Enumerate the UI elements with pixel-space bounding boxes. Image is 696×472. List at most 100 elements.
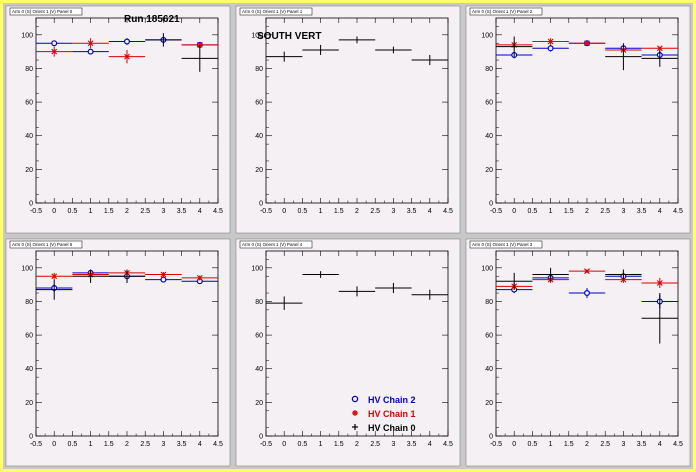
x-tick-label: 0	[52, 208, 56, 215]
data-point-chain0	[266, 296, 303, 310]
x-tick-label: 4	[198, 441, 202, 448]
pad-background	[235, 5, 461, 234]
y-tick-label: 20	[255, 400, 263, 407]
x-tick-label: 3.5	[637, 441, 647, 448]
y-tick-label: 20	[485, 167, 493, 174]
pads-group: Arm 0 (S) Orient 1 (V) Panel 0 -0.5 0 0.5 1 1…	[5, 5, 691, 467]
data-point-chain2	[568, 288, 606, 299]
pad-title-box	[9, 240, 83, 249]
x-tick-label: 1	[549, 441, 553, 448]
x-tick-label: 2	[585, 208, 589, 215]
y-tick-label: 60	[255, 100, 263, 107]
pad-2: Arm 0 (S) Orient 1 (V) Panel 2-0.5 0 0.5 1 1…	[465, 5, 691, 234]
pad-title-box	[239, 240, 313, 249]
star-marker-b	[87, 40, 94, 47]
data-point-chain2	[72, 48, 109, 55]
data-point-chain0	[338, 36, 376, 44]
x-tick-label: 0.5	[528, 208, 538, 215]
chart-figure: Arm 0 (S) Orient 1 (V) Panel 0 -0.5 0 0.5 1 1…	[5, 5, 691, 467]
pad-title: Arm 0 (S) Orient 1 (V) Panel 1	[242, 9, 303, 14]
x-tick-label: 0	[512, 208, 516, 215]
star-marker-b	[160, 271, 167, 278]
y-tick-label: 80	[25, 299, 33, 306]
circle-marker	[547, 45, 554, 52]
data-point-chain2	[532, 44, 569, 52]
data-point-chain0	[145, 33, 182, 47]
data-point-chain1	[641, 277, 678, 288]
data-point-chain0	[375, 46, 412, 54]
star-marker-b	[656, 45, 663, 52]
data-point-chain0	[496, 272, 533, 290]
legend-entry-chain2: HV Chain 2	[351, 395, 416, 405]
y-tick-label: 0	[259, 201, 263, 208]
star-marker-b	[196, 275, 203, 281]
pad-title: Arm 0 (S) Orient 1 (V) Panel 2	[472, 9, 533, 14]
run-label: Run 185621	[124, 14, 180, 25]
legend: HV Chain 2 HV Chain 1 HV Chain 0	[351, 395, 416, 433]
y-tick-label: 60	[255, 333, 263, 340]
x-tick-label: 2	[585, 441, 589, 448]
x-tick-label: 2.5	[370, 208, 380, 215]
y-tick-label: 100	[251, 32, 263, 39]
data-point-chain0	[605, 43, 642, 71]
pad-background	[5, 5, 231, 234]
y-tick-label: 60	[485, 333, 493, 340]
y-tick-label: 60	[25, 333, 33, 340]
data-point-chain1	[568, 40, 606, 47]
x-tick-label: 3	[621, 208, 625, 215]
x-tick-label: -0.5	[30, 441, 42, 448]
star-marker-b	[51, 48, 58, 55]
x-tick-label: 1	[319, 441, 323, 448]
x-tick-label: 1.5	[104, 208, 114, 215]
x-tick-label: -0.5	[490, 441, 502, 448]
pad-title: Arm 0 (S) Orient 1 (V) Panel 0	[12, 9, 73, 14]
x-tick-label: 4	[198, 208, 202, 215]
circle-marker	[123, 38, 130, 45]
y-tick-label: 100	[21, 265, 33, 272]
data-point-chain0	[338, 286, 376, 297]
legend-label-chain2: HV Chain 2	[368, 395, 416, 405]
pad-background	[235, 238, 461, 467]
data-point-chain1	[568, 268, 606, 275]
x-tick-label: 4	[658, 208, 662, 215]
data-point-chain1	[641, 45, 678, 52]
x-tick-label: 4.5	[673, 441, 683, 448]
x-tick-label: 3.5	[637, 208, 647, 215]
y-tick-label: 40	[25, 366, 33, 373]
x-tick-label: 1	[549, 208, 553, 215]
star-icon	[352, 410, 358, 416]
pad-background	[5, 238, 231, 467]
pad-background	[465, 238, 691, 467]
x-tick-label: 1	[319, 208, 323, 215]
star-marker-b	[124, 53, 130, 60]
x-tick-label: -0.5	[260, 441, 272, 448]
legend-entry-chain0: HV Chain 0	[352, 423, 416, 433]
x-tick-label: 2.5	[600, 441, 610, 448]
data-point-chain0	[72, 269, 109, 283]
data-point-chain2	[108, 38, 146, 45]
x-tick-label: 1.5	[564, 441, 574, 448]
x-tick-label: 4.5	[443, 441, 453, 448]
data-point-chain0	[496, 36, 533, 57]
y-tick-label: 100	[251, 265, 263, 272]
data-point-chain0	[302, 271, 339, 278]
circle-marker	[51, 40, 58, 47]
x-tick-label: 4.5	[213, 441, 223, 448]
pad-3: Arm 0 (S) Orient 1 (V) Panel 5-0.5 0 0.5 1 1…	[5, 238, 231, 467]
data-point-chain0	[36, 279, 73, 300]
legend-entry-chain1: HV Chain 1	[352, 409, 416, 419]
y-tick-label: 20	[25, 400, 33, 407]
x-tick-label: 3.5	[177, 208, 187, 215]
x-tick-label: -0.5	[490, 208, 502, 215]
y-tick-label: 40	[25, 133, 33, 140]
pad-background	[465, 5, 691, 234]
circle-icon	[351, 395, 359, 403]
pad-title-box	[469, 240, 543, 249]
data-point-chain0	[641, 293, 678, 344]
star-marker-b	[51, 273, 58, 280]
x-tick-label: 1.5	[104, 441, 114, 448]
x-tick-label: 2	[125, 208, 129, 215]
x-tick-label: 0.5	[298, 208, 308, 215]
x-tick-label: 3	[161, 208, 165, 215]
pad-title-box	[469, 7, 543, 16]
